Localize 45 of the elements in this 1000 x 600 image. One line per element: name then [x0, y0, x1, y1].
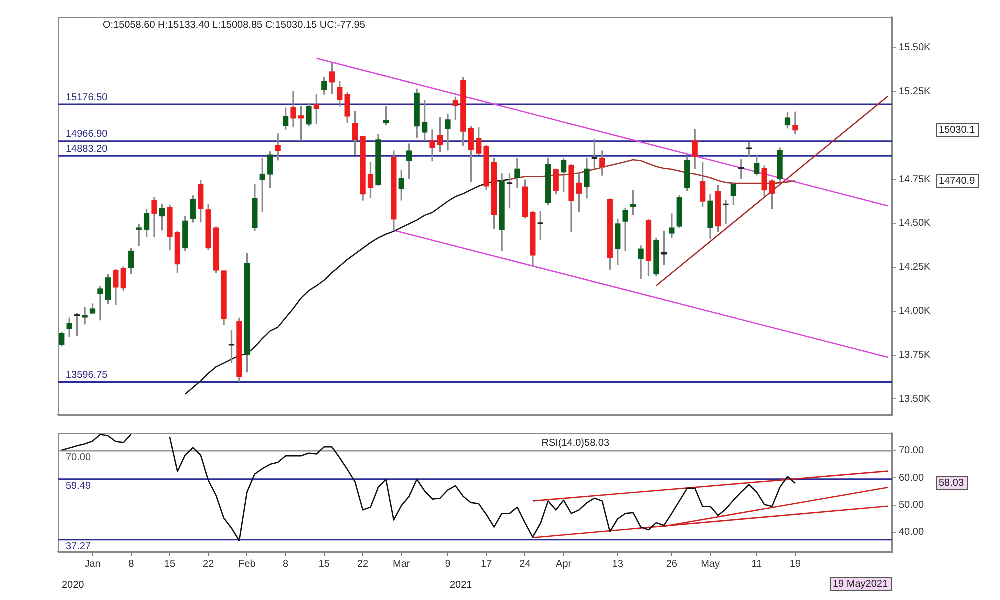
y-tick-label: 13.75K — [899, 350, 932, 362]
y-tick-label: 14.50K — [899, 218, 932, 230]
ref-line-label: 70.00 — [66, 452, 92, 464]
text: 15030.1 — [939, 125, 976, 136]
y-tick-label: 14.75K — [899, 174, 932, 186]
y-tick-label: 70.00 — [899, 446, 924, 457]
x-tick-label: 19 — [790, 558, 802, 570]
text: 19 May2021 — [833, 578, 888, 590]
y-tick-label: 60.00 — [899, 472, 924, 484]
text: 2020 — [62, 580, 85, 591]
x-tick-label: 9 — [445, 558, 452, 570]
x-tick-label: 22 — [203, 558, 215, 570]
text: 58.03 — [939, 478, 964, 490]
x-tick-label: 8 — [128, 558, 135, 570]
x-tick-label: 17 — [481, 558, 493, 570]
x-tick-label: 24 — [520, 558, 532, 570]
ref-line-label: 15176.50 — [66, 92, 108, 104]
y-tick-label: 14.00K — [899, 306, 932, 318]
x-tick-label: 13 — [612, 558, 624, 570]
x-tick-label: Jan — [84, 558, 101, 570]
y-tick-label: 40.00 — [899, 527, 924, 538]
x-tick-label: 26 — [666, 558, 678, 570]
x-tick-label: Feb — [238, 558, 256, 570]
y-tick-label: 15.25K — [899, 86, 932, 98]
annotation: RSI(14.0)58.03 — [542, 438, 610, 449]
annotation: O:15058.60 H:15133.40 L:15008.85 C:15030.15 UC:-77.95 — [103, 20, 366, 31]
text: 14740.9 — [939, 176, 976, 187]
x-tick-label: May — [701, 558, 720, 570]
y-tick-label: 13.50K — [899, 394, 932, 405]
y-tick-label: 50.00 — [899, 500, 924, 512]
x-tick-label: 22 — [357, 558, 370, 570]
x-tick-label: 11 — [752, 558, 762, 570]
x-tick-label: 15 — [164, 558, 176, 570]
x-tick-label: 8 — [283, 558, 290, 570]
ref-line-label: 59.49 — [66, 481, 92, 492]
y-tick-label: 14.25K — [899, 262, 932, 274]
x-tick-label: 15 — [318, 558, 330, 570]
ref-line-label: 14883.20 — [66, 144, 108, 155]
x-tick-label: Mar — [393, 558, 411, 570]
y-tick-label: 15.50K — [899, 42, 932, 54]
ref-line-label: 14966.90 — [66, 129, 108, 140]
x-tick-label: Apr — [556, 558, 572, 570]
ref-line-label: 37.27 — [66, 542, 92, 553]
ref-line-label: 13596.75 — [66, 370, 108, 381]
text: 2021 — [450, 580, 473, 591]
